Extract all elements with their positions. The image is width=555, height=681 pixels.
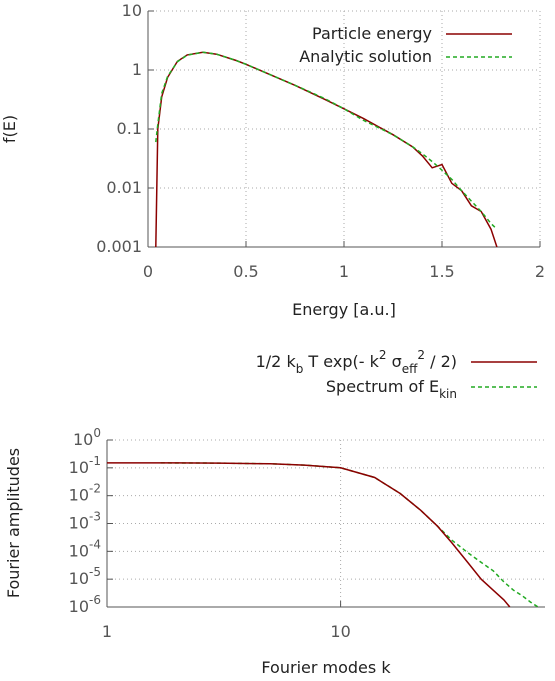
x-tick-label: 0.5 — [233, 262, 258, 281]
x-axis-label: Energy [a.u.] — [292, 300, 396, 319]
y-axis-label: f(E) — [0, 115, 19, 143]
y-tick-label: 10 — [122, 1, 142, 20]
legend-label: 1/2 kb T exp(- k2 σeff2 / 2) — [256, 348, 457, 376]
x-tick-label: 10 — [330, 622, 350, 641]
y-tick-label: 10-6 — [69, 593, 101, 616]
x-tick-label: 1 — [339, 262, 349, 281]
x-tick-label: 1.5 — [429, 262, 454, 281]
y-tick-label: 100 — [73, 426, 101, 449]
y-tick-label: 10-5 — [69, 565, 101, 588]
x-axis-label: Fourier modes k — [261, 658, 391, 677]
y-tick-label: 10-3 — [69, 509, 101, 532]
y-tick-label: 10-4 — [69, 537, 101, 560]
legend-label: Analytic solution — [299, 47, 432, 66]
y-axis-label: Fourier amplitudes — [4, 448, 23, 598]
data-line — [160, 462, 539, 607]
legend-label: Particle energy — [312, 24, 432, 43]
data-line — [107, 462, 511, 607]
x-tick-label: 2 — [535, 262, 545, 281]
y-tick-label: 0.01 — [106, 178, 142, 197]
y-tick-label: 10-1 — [69, 453, 101, 476]
x-tick-label: 1 — [102, 622, 112, 641]
y-tick-label: 10-2 — [69, 481, 101, 504]
y-tick-label: 1 — [132, 60, 142, 79]
y-tick-label: 0.001 — [96, 237, 142, 256]
data-line — [155, 51, 498, 247]
data-line — [155, 51, 498, 230]
x-tick-label: 0 — [143, 262, 153, 281]
y-tick-label: 0.1 — [117, 119, 142, 138]
legend-label: Spectrum of Ekin — [326, 377, 457, 401]
